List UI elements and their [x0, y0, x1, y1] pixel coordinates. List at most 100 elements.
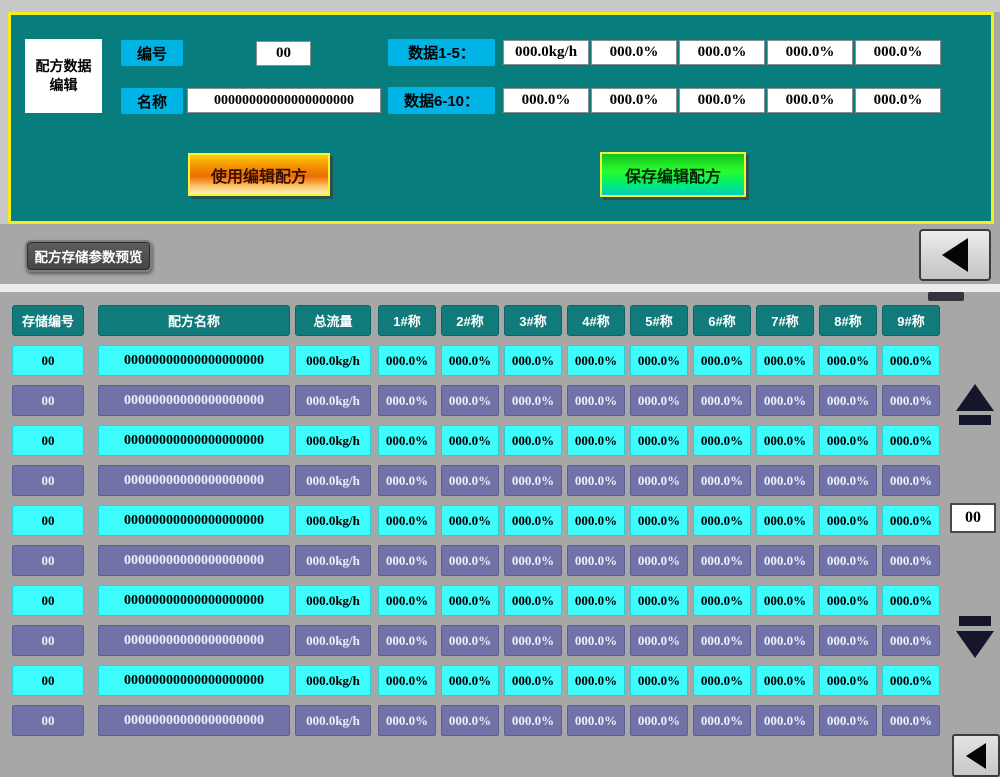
table-cell: 000.0% — [504, 665, 562, 696]
table-cell: 000.0% — [693, 545, 751, 576]
data-field-3[interactable]: 000.0% — [679, 40, 765, 65]
use-edited-recipe-button[interactable]: 使用编辑配方 — [188, 153, 330, 196]
table-cell: 000.0kg/h — [295, 465, 371, 496]
panel-title-line1: 配方数据 — [35, 58, 92, 74]
table-cell: 000.0% — [504, 385, 562, 416]
table-cell: 000.0kg/h — [295, 625, 371, 656]
header-cell-3: 1#称 — [378, 305, 436, 336]
table-cell: 00 — [12, 425, 84, 456]
section-separator — [0, 284, 1000, 292]
name-field[interactable]: 00000000000000000000 — [187, 88, 381, 113]
table-cell: 00000000000000000000 — [98, 425, 290, 456]
table-cell: 000.0% — [630, 505, 688, 536]
table-cell: 000.0% — [378, 465, 436, 496]
left-arrow-icon — [966, 742, 986, 769]
data-field-9[interactable]: 000.0% — [767, 88, 853, 113]
table-cell: 000.0% — [630, 625, 688, 656]
back-button-top[interactable] — [919, 229, 991, 281]
name-label: 名称 — [121, 88, 183, 114]
data-field-8[interactable]: 000.0% — [679, 88, 765, 113]
down-arrow-bar — [959, 616, 991, 626]
table-cell: 000.0% — [756, 705, 814, 736]
data-field-2[interactable]: 000.0% — [591, 40, 677, 65]
table-cell: 000.0% — [378, 425, 436, 456]
table-cell: 000.0% — [378, 345, 436, 376]
table-cell: 00000000000000000000 — [98, 345, 290, 376]
table-cell: 000.0% — [441, 385, 499, 416]
page-number-field[interactable]: 00 — [950, 503, 996, 533]
data-field-7[interactable]: 000.0% — [591, 88, 677, 113]
table-cell: 000.0% — [882, 385, 940, 416]
table-cell: 000.0% — [882, 705, 940, 736]
save-edited-recipe-button[interactable]: 保存编辑配方 — [600, 152, 746, 197]
table-cell: 000.0% — [378, 625, 436, 656]
table-cell: 000.0% — [819, 665, 877, 696]
table-cell: 000.0% — [378, 585, 436, 616]
data-field-10[interactable]: 000.0% — [855, 88, 941, 113]
data-field-5[interactable]: 000.0% — [855, 40, 941, 65]
table-cell: 000.0% — [567, 625, 625, 656]
number-field[interactable]: 00 — [256, 41, 311, 66]
header-cell-9: 7#称 — [756, 305, 814, 336]
table-cell: 000.0% — [693, 385, 751, 416]
table-cell: 000.0kg/h — [295, 665, 371, 696]
table-cell: 000.0% — [630, 705, 688, 736]
header-cell-7: 5#称 — [630, 305, 688, 336]
header-cell-2: 总流量 — [295, 305, 371, 336]
table-cell: 000.0% — [504, 585, 562, 616]
table-cell: 000.0% — [819, 585, 877, 616]
table-cell: 000.0% — [756, 505, 814, 536]
table-cell: 000.0% — [756, 425, 814, 456]
table-cell: 000.0% — [756, 465, 814, 496]
table-cell: 000.0% — [630, 545, 688, 576]
data-6-10-label: 数据6-10： — [388, 87, 495, 114]
data-field-6[interactable]: 000.0% — [503, 88, 589, 113]
table-cell: 000.0% — [378, 505, 436, 536]
table-cell: 00 — [12, 625, 84, 656]
data-field-1[interactable]: 000.0kg/h — [503, 40, 589, 65]
table-cell: 000.0% — [756, 345, 814, 376]
table-cell: 000.0% — [693, 345, 751, 376]
table-cell: 000.0% — [504, 425, 562, 456]
header-cell-0: 存储编号 — [12, 305, 84, 336]
back-button-bottom[interactable] — [952, 734, 1000, 777]
table-cell: 000.0% — [630, 665, 688, 696]
data-field-4[interactable]: 000.0% — [767, 40, 853, 65]
table-cell: 00 — [12, 465, 84, 496]
table-cell: 00 — [12, 665, 84, 696]
table-cell: 000.0% — [819, 385, 877, 416]
table-cell: 000.0% — [882, 505, 940, 536]
table-cell: 000.0% — [504, 625, 562, 656]
table-cell: 000.0% — [504, 705, 562, 736]
table-cell: 00000000000000000000 — [98, 585, 290, 616]
table-cell: 000.0% — [630, 385, 688, 416]
data-1-5-label: 数据1-5： — [388, 39, 495, 66]
storage-preview-button[interactable]: 配方存储参数预览 — [25, 240, 152, 272]
table-cell: 000.0% — [693, 505, 751, 536]
table-cell: 000.0% — [567, 585, 625, 616]
table-cell: 000.0% — [756, 665, 814, 696]
scroll-up-button[interactable] — [953, 384, 997, 425]
table-cell: 000.0kg/h — [295, 585, 371, 616]
header-cell-5: 3#称 — [504, 305, 562, 336]
table-cell: 000.0% — [378, 545, 436, 576]
table-cell: 000.0% — [378, 385, 436, 416]
table-cell: 000.0% — [819, 425, 877, 456]
table-cell: 000.0% — [819, 345, 877, 376]
table-cell: 000.0% — [882, 625, 940, 656]
top-frame-strip — [0, 0, 1000, 12]
left-frame-strip — [0, 12, 8, 224]
table-cell: 000.0% — [378, 705, 436, 736]
table-cell: 000.0kg/h — [295, 505, 371, 536]
table-cell: 000.0% — [756, 585, 814, 616]
table-cell: 000.0% — [882, 585, 940, 616]
table-cell: 000.0% — [567, 705, 625, 736]
header-cell-4: 2#称 — [441, 305, 499, 336]
table-cell: 00000000000000000000 — [98, 625, 290, 656]
down-arrow-icon — [956, 631, 994, 658]
scroll-down-button[interactable] — [953, 616, 997, 658]
table-cell: 000.0% — [567, 665, 625, 696]
table-cell: 00 — [12, 505, 84, 536]
table-cell: 000.0% — [441, 625, 499, 656]
table-cell: 00000000000000000000 — [98, 505, 290, 536]
